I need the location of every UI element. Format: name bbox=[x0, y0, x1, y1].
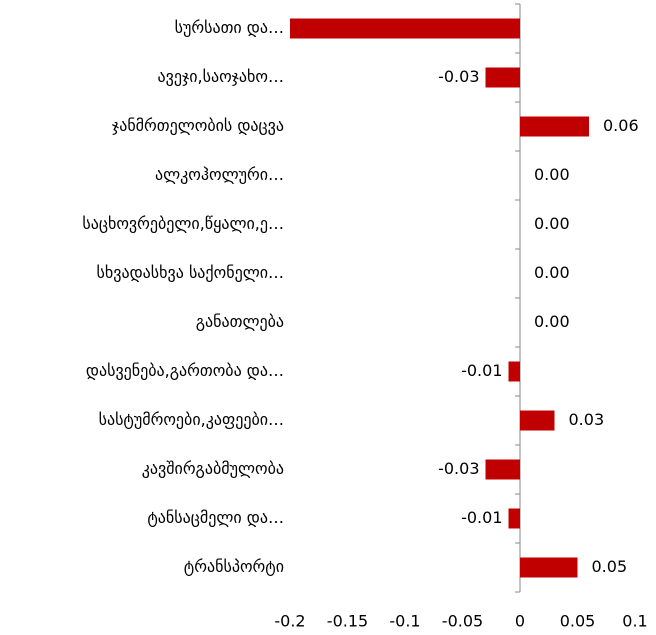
y-tick-label: ჯანმრთელობის დაცვა bbox=[112, 116, 284, 135]
y-tick-label: კავშირგაბმულობა bbox=[142, 459, 284, 478]
y-tick-label: სურსათი და… bbox=[175, 18, 284, 37]
x-tick-label: -0.1 bbox=[389, 612, 420, 631]
data-label: -0.03 bbox=[438, 459, 479, 478]
bar bbox=[485, 459, 520, 480]
data-label: -0.01 bbox=[461, 361, 502, 380]
y-tick-label: საცხოვრებელი,წყალი,ე… bbox=[82, 214, 284, 233]
data-label: 0.06 bbox=[603, 116, 639, 135]
data-label: 0.00 bbox=[534, 165, 570, 184]
y-tick-label: ავეჯი,საოჯახო… bbox=[158, 67, 284, 86]
y-tick-label: ტანსაცმელი და… bbox=[147, 508, 284, 527]
data-label: 0.00 bbox=[534, 214, 570, 233]
bar bbox=[520, 410, 555, 431]
x-tick-label: 0.1 bbox=[622, 612, 647, 631]
data-label: -0.03 bbox=[438, 67, 479, 86]
bar bbox=[508, 508, 520, 529]
y-tick-label: დასვენება,გართობა და… bbox=[86, 361, 284, 380]
bar bbox=[520, 557, 578, 578]
data-label: 0.03 bbox=[569, 410, 605, 429]
data-label: 0.00 bbox=[534, 312, 570, 331]
y-tick-label: განათლება bbox=[196, 312, 284, 331]
y-tick-label: ალკოჰოლური… bbox=[155, 165, 284, 184]
x-tick-label: -0.2 bbox=[274, 612, 305, 631]
data-label: -0.01 bbox=[461, 508, 502, 527]
y-tick-label: სხვადასხვა საქონელი… bbox=[97, 263, 284, 282]
data-label: 0.05 bbox=[592, 557, 628, 576]
bar bbox=[520, 116, 589, 137]
y-tick-label: ტრანსპორტი bbox=[184, 557, 284, 576]
x-tick-label: -0.05 bbox=[442, 612, 483, 631]
bar bbox=[485, 67, 520, 88]
data-label: 0.00 bbox=[534, 263, 570, 282]
bar bbox=[290, 18, 520, 39]
x-tick-label: 0 bbox=[515, 612, 525, 631]
x-tick-label: 0.05 bbox=[560, 612, 596, 631]
bar bbox=[508, 361, 520, 382]
y-tick-label: სასტუმროები,კაფეები… bbox=[99, 410, 284, 429]
x-tick-label: -0.15 bbox=[327, 612, 368, 631]
